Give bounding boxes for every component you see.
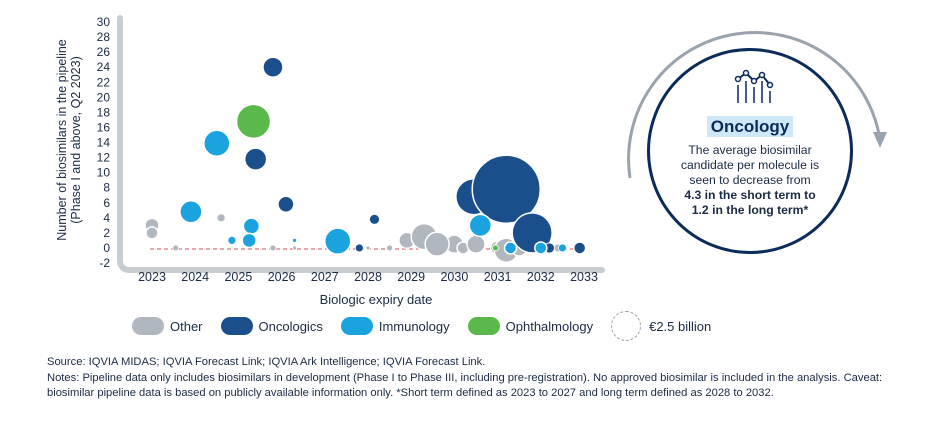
callout-line: seen to decrease from	[689, 173, 811, 187]
x-tick-label: 2024	[181, 270, 209, 284]
bubble-other	[216, 213, 226, 223]
y-tick-label: 16	[97, 120, 111, 134]
x-tick-label: 2032	[527, 270, 555, 284]
bubble-immunology	[292, 238, 297, 243]
bubble-oncologics	[243, 147, 268, 171]
x-tick-label: 2023	[138, 270, 166, 284]
footnote: Source: IQVIA MIDAS; IQVIA Forecast Link…	[47, 355, 917, 402]
legend-swatch-other	[132, 317, 164, 335]
y-tick-label: 14	[97, 136, 111, 150]
legend-item-immunology: Immunology	[340, 317, 450, 335]
y-tick-label: 28	[97, 30, 111, 44]
y-tick-label: 2	[103, 226, 110, 240]
y-tick-label: 20	[97, 90, 111, 104]
oncology-callout: Oncology The average biosimilar candidat…	[647, 48, 853, 254]
legend-item-oncologics: Oncologics	[220, 317, 323, 335]
bubble-immunology	[558, 243, 567, 253]
legend-item-size: €2.5 billion	[611, 311, 711, 341]
x-tick-label: 2025	[224, 270, 252, 284]
legend-label: Ophthalmology	[505, 318, 594, 334]
bubble-other	[386, 244, 394, 252]
bubble-immunology	[324, 227, 352, 255]
legend-swatch-ophthalmology	[467, 317, 500, 335]
bubble-immunology	[227, 236, 237, 245]
bubble-other	[269, 244, 277, 252]
y-tick-label: 6	[103, 196, 110, 210]
y-tick-label: 30	[97, 15, 111, 29]
legend-item-other: Other	[132, 317, 203, 335]
legend-label: Immunology	[378, 318, 450, 334]
x-tick-label: 2031	[484, 270, 512, 284]
bubble-oncologics	[354, 243, 364, 253]
y-axis-label: Number of biosimilars in the pipeline	[55, 39, 69, 241]
size-legend-circle	[611, 311, 642, 341]
x-tick-label: 2028	[354, 270, 382, 284]
legend-swatch-oncologics	[220, 317, 253, 335]
y-tick-label: 8	[103, 181, 110, 195]
callout-line: The average biosimilar	[688, 143, 812, 157]
bubble-other	[145, 226, 159, 240]
bubble-oncologics	[572, 241, 587, 255]
bubble-immunology	[534, 241, 548, 255]
bubble-immunology	[241, 232, 257, 249]
notes-text: Notes: Pipeline data only includes biosi…	[47, 371, 883, 400]
y-tick-label: 12	[97, 151, 111, 165]
legend-label: Other	[170, 318, 203, 334]
y-axis-label-sub: (Phase I and above, Q2 2023)	[69, 56, 83, 223]
x-tick-label: 2030	[440, 270, 468, 284]
x-tick-label: 2027	[311, 270, 339, 284]
bubble-immunology	[179, 200, 203, 224]
bubble-immunology	[242, 217, 261, 235]
y-tick-label: 10	[97, 166, 111, 180]
legend-swatch-immunology	[340, 317, 373, 335]
bubble-oncologics	[369, 213, 380, 225]
callout-line: candidate per molecule is	[680, 158, 820, 172]
bubble-immunology	[203, 129, 231, 158]
y-tick-label: 22	[97, 75, 111, 89]
y-tick-label: 24	[97, 60, 111, 74]
bubble-other	[172, 244, 180, 252]
bubble-other	[365, 245, 371, 251]
line-chart-icon	[734, 69, 774, 103]
callout-title: Oncology	[650, 116, 850, 137]
legend-item-ophthalmology: Ophthalmology	[467, 317, 594, 335]
callout-title-text: Oncology	[706, 116, 794, 137]
source-note: Source: IQVIA MIDAS; IQVIA Forecast Link…	[47, 356, 486, 368]
x-tick-label: 2029	[397, 270, 425, 284]
bubble-other	[466, 234, 486, 254]
y-tick-label: 0	[103, 241, 110, 255]
y-tick-label: 4	[103, 211, 110, 225]
y-tick-label: -2	[99, 256, 110, 270]
legend-label: Oncologics	[258, 318, 323, 334]
bubble-oncologics	[277, 195, 295, 214]
y-tick-label: 26	[97, 45, 111, 59]
bubble-ophthalmology	[492, 244, 499, 252]
x-axis-label: Biologic expiry date	[320, 292, 433, 307]
callout-bold-line: 4.3 in the short term to	[684, 188, 816, 202]
cycle-arrow	[627, 31, 887, 179]
x-tick-label: 2033	[570, 270, 598, 284]
bubble-ophthalmology	[235, 103, 272, 140]
bubble-oncologics	[262, 56, 284, 78]
bubble-oncologics	[471, 154, 541, 224]
size-legend-label: €2.5 billion	[649, 318, 712, 334]
y-tick-label: 18	[97, 105, 111, 119]
legend: Other Oncologics Immunology Ophthalmolog…	[132, 311, 729, 341]
bubble-other	[292, 245, 297, 251]
callout-bold-line: 1.2 in the long term*	[691, 203, 809, 217]
bubble-immunology	[468, 213, 493, 238]
callout-description: The average biosimilar candidate per mol…	[668, 143, 832, 218]
x-tick-label: 2026	[268, 270, 296, 284]
bubble-other	[424, 231, 450, 257]
bubble-immunology	[503, 241, 518, 255]
